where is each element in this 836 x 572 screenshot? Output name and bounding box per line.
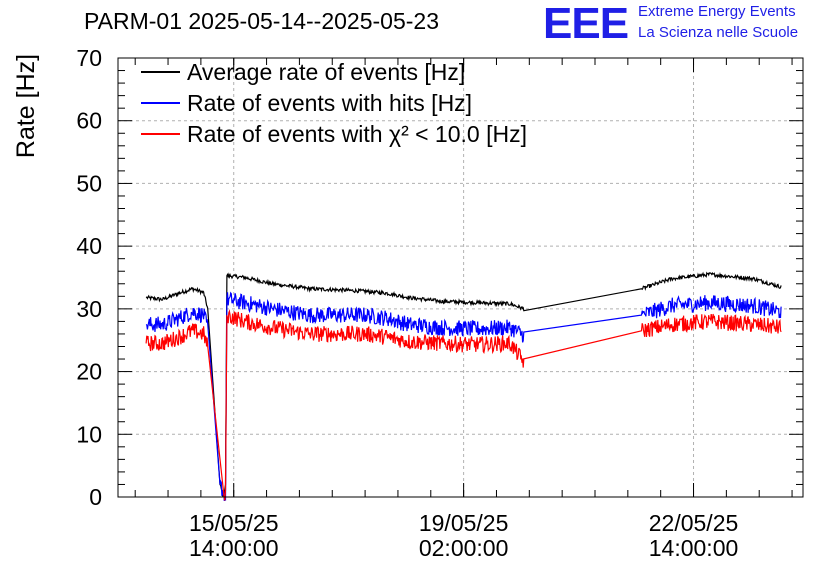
legend-entry-2: Rate of events with χ² < 10.0 [Hz] (187, 121, 527, 147)
eee-logo: EEE (543, 0, 629, 48)
legend-entry-1: Rate of events with hits [Hz] (187, 90, 472, 116)
legend: Average rate of events [Hz] Rate of event… (141, 59, 527, 147)
y-axis-label: Rate [Hz] (12, 54, 40, 158)
y-tick-label: 30 (76, 296, 102, 322)
y-tick-label: 10 (76, 421, 102, 447)
y-tick-label: 0 (89, 484, 102, 510)
x-tick-label: 22/05/25 (649, 510, 739, 536)
y-tick-label: 20 (76, 359, 102, 385)
y-tick-label: 40 (76, 233, 102, 259)
axes: 01020304050607015/05/2514:00:0019/05/250… (76, 45, 804, 561)
data-series (145, 271, 782, 502)
plot-frame (117, 57, 804, 498)
legend-entry-0: Average rate of events [Hz] (187, 59, 465, 85)
x-tick-label: 15/05/25 (189, 510, 279, 536)
series-line-2 (145, 309, 782, 501)
series-line-1 (145, 291, 782, 502)
x-tick-label: 19/05/25 (419, 510, 509, 536)
y-tick-label: 70 (76, 45, 102, 71)
page-title: PARM-01 2025-05-14--2025-05-23 (84, 8, 439, 34)
grid-lines (118, 58, 803, 497)
logo-caption-line2: La Scienza nelle Scuole (638, 24, 799, 41)
y-tick-label: 60 (76, 108, 102, 134)
x-tick-label: 14:00:00 (649, 535, 739, 561)
y-tick-label: 50 (76, 170, 102, 196)
x-tick-label: 02:00:00 (419, 535, 509, 561)
logo-caption-line1: Extreme Energy Events (638, 3, 796, 20)
x-tick-label: 14:00:00 (189, 535, 279, 561)
series-line-0 (145, 271, 782, 498)
